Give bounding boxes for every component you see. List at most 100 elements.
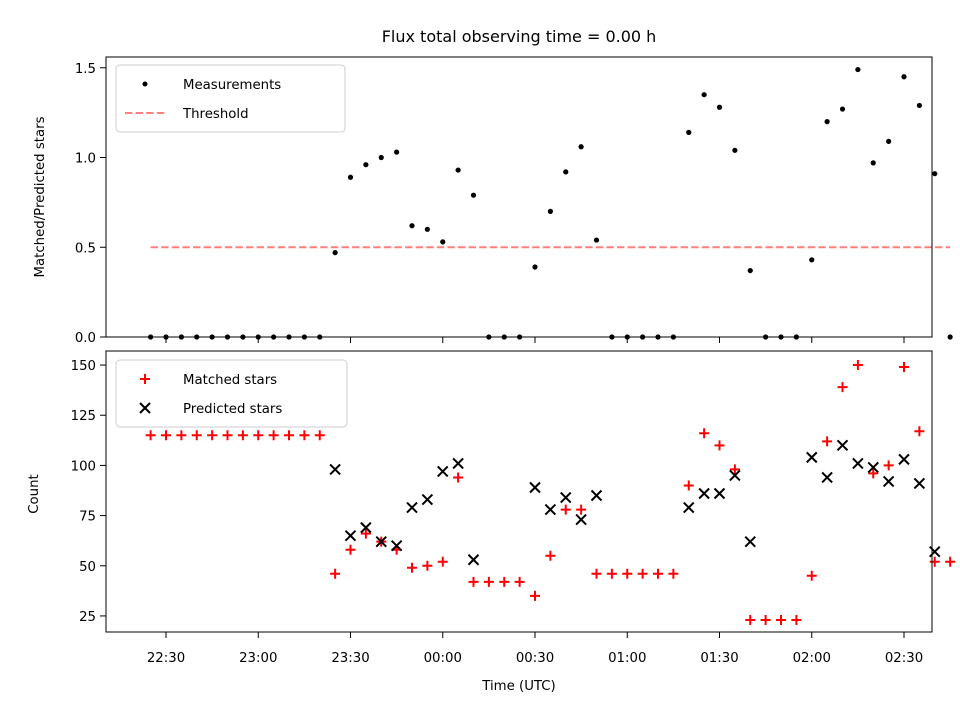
measurement-point xyxy=(332,250,338,256)
matched-star-point xyxy=(745,614,756,625)
measurement-point xyxy=(563,169,569,175)
predicted-star-point xyxy=(544,503,557,516)
matched-star-point xyxy=(729,464,740,475)
top-y-tick-label: 1.5 xyxy=(75,62,96,77)
predicted-star-point xyxy=(452,457,464,470)
legend-measurements-label: Measurements xyxy=(183,78,281,93)
measurement-point xyxy=(716,104,723,110)
bottom-y-tick-label: 100 xyxy=(71,459,96,474)
predicted-star-point xyxy=(729,469,741,482)
x-axis-label: Time (UTC) xyxy=(481,679,556,694)
predicted-star-point xyxy=(852,457,864,470)
matched-star-point xyxy=(560,504,571,515)
predicted-star-point xyxy=(821,471,833,484)
x-tick-label: 22:30 xyxy=(147,651,185,666)
matched-star-point xyxy=(284,430,294,441)
matched-star-point xyxy=(883,460,894,471)
matched-star-point xyxy=(299,430,310,441)
legend-predicted-label: Predicted stars xyxy=(183,402,282,417)
top-legend: Measurements Threshold xyxy=(115,64,346,133)
predicted-star-point xyxy=(421,493,434,506)
matched-star-point xyxy=(606,568,617,579)
top-y-tick-label: 1.0 xyxy=(75,152,96,167)
bottom-panel: Count Time (UTC) 25 50 75 100 125 150 22:30 23:… xyxy=(27,350,956,694)
matched-star-point xyxy=(161,430,171,441)
bottom-plot-marks xyxy=(145,360,956,625)
measurement-point xyxy=(732,147,738,153)
measurement-point xyxy=(593,237,600,243)
measurement-point xyxy=(870,160,876,166)
bottom-y-tick-label: 75 xyxy=(79,510,96,525)
top-y-axis-label: Matched/Predicted stars xyxy=(33,116,48,277)
predicted-star-point xyxy=(437,465,449,478)
measurement-point xyxy=(455,167,461,173)
matched-star-point xyxy=(407,562,417,573)
predicted-star-point xyxy=(560,491,572,504)
measurement-point xyxy=(901,74,907,80)
predicted-star-point xyxy=(344,529,357,542)
matched-star-point xyxy=(668,568,679,579)
matched-star-point xyxy=(653,568,663,579)
bottom-axes: 25 50 75 100 125 150 22:30 23:00 23:30 00:00 00:30… xyxy=(71,359,924,666)
predicted-star-point xyxy=(390,539,403,552)
predicted-star-point xyxy=(406,501,418,514)
predicted-star-point xyxy=(806,451,818,464)
legend-predicted-marker xyxy=(139,402,151,414)
matched-star-point xyxy=(207,430,218,441)
matched-star-point xyxy=(852,360,863,371)
measurement-point xyxy=(363,162,369,168)
matched-star-point xyxy=(360,528,371,539)
matched-star-point xyxy=(822,436,833,447)
measurement-point xyxy=(809,257,815,263)
legend-matched-marker xyxy=(140,374,150,384)
top-legend-box xyxy=(115,64,346,133)
predicted-star-point xyxy=(375,535,387,548)
measurement-point xyxy=(916,102,922,109)
matched-star-point xyxy=(453,472,464,483)
measurement-point xyxy=(886,138,892,144)
matched-star-point xyxy=(868,468,879,479)
matched-star-point xyxy=(760,614,771,625)
matched-star-point xyxy=(929,556,940,567)
matched-star-point xyxy=(468,576,479,587)
measurement-point xyxy=(578,144,584,150)
measurement-point xyxy=(947,334,953,340)
measurement-point xyxy=(347,174,354,180)
matched-star-point xyxy=(576,504,587,515)
matched-star-point xyxy=(422,560,433,571)
top-plot-frame xyxy=(105,56,933,338)
bottom-y-tick-label: 125 xyxy=(71,409,96,424)
matched-star-point xyxy=(545,550,556,561)
measurement-point xyxy=(932,171,938,177)
bottom-legend-box xyxy=(115,359,348,428)
top-y-tick-label: 0.5 xyxy=(75,241,96,256)
matched-star-point xyxy=(683,480,694,491)
measurement-point xyxy=(547,208,553,214)
bottom-y-tick-label: 50 xyxy=(79,560,96,575)
bottom-y-tick-label: 25 xyxy=(79,610,96,625)
bottom-plot-frame xyxy=(105,350,933,633)
x-tick-label: 02:00 xyxy=(793,651,831,666)
bottom-y-axis-label: Count xyxy=(27,474,42,514)
matched-star-point xyxy=(899,362,909,373)
predicted-star-point xyxy=(929,546,941,558)
predicted-star-point xyxy=(744,535,756,548)
matched-star-point xyxy=(237,430,248,441)
matched-star-point xyxy=(637,568,648,579)
chart-title: Flux total observing time = 0.00 h xyxy=(382,27,657,46)
top-panel: Flux total observing time = 0.00 h Match… xyxy=(33,27,953,346)
predicted-star-point xyxy=(467,554,480,566)
measurement-point xyxy=(440,239,446,245)
top-y-tick-label: 0.0 xyxy=(75,331,96,346)
predicted-star-point xyxy=(529,481,541,494)
predicted-star-point xyxy=(683,501,695,514)
legend-matched-label: Matched stars xyxy=(183,373,277,388)
measurement-point xyxy=(378,154,384,161)
matched-star-point xyxy=(699,428,710,439)
predicted-star-point xyxy=(575,513,587,526)
predicted-star-point xyxy=(867,461,879,474)
bottom-y-tick-label: 150 xyxy=(71,359,96,374)
measurement-point xyxy=(532,264,538,270)
legend-measurements-marker xyxy=(142,81,148,87)
